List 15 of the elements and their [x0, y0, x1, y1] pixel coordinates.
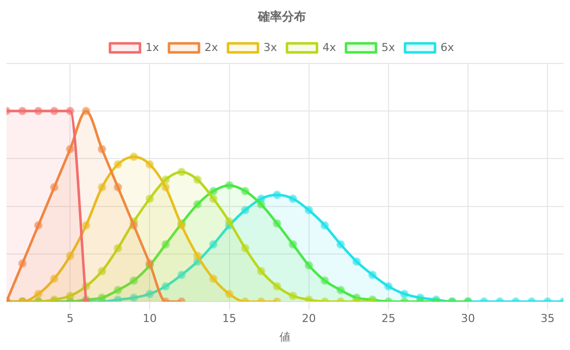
legend-label: 3x — [263, 40, 278, 54]
legend-label: 4x — [322, 40, 336, 54]
x-tick-label: 30 — [461, 312, 476, 326]
x-tick-label: 35 — [540, 312, 555, 326]
legend-label: 5x — [382, 40, 396, 54]
legend-label: 6x — [440, 40, 455, 54]
x-tick-label: 15 — [222, 312, 236, 326]
x-axis-title: 値 — [280, 330, 290, 344]
chart-title: 確率分布 — [257, 9, 306, 24]
x-tick-label: 20 — [302, 312, 316, 326]
legend-label: 1x — [145, 40, 160, 54]
legend-label: 2x — [204, 40, 218, 54]
x-tick-label: 10 — [142, 312, 157, 326]
x-tick-label: 5 — [66, 312, 74, 326]
x-tick-label: 25 — [381, 312, 396, 326]
